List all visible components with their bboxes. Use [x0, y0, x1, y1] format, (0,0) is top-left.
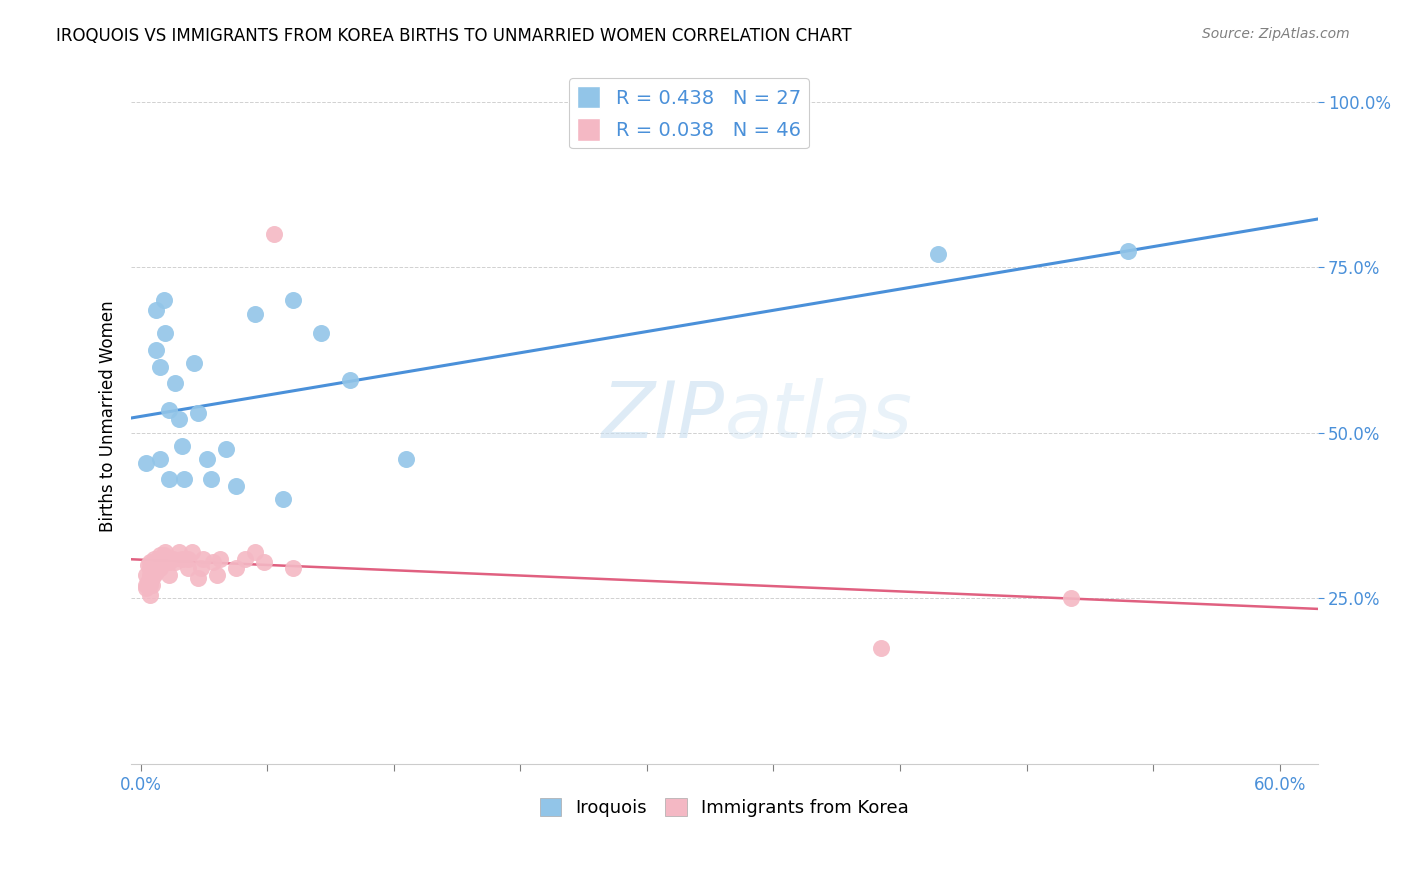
Legend: Iroquois, Immigrants from Korea: Iroquois, Immigrants from Korea: [533, 790, 917, 824]
Point: [143, 558, 166, 573]
Point: [243, 306, 266, 320]
Point: [281, 561, 304, 575]
Point: [870, 640, 893, 655]
Point: [135, 456, 157, 470]
Point: [152, 293, 174, 308]
Point: [149, 548, 172, 562]
Point: [177, 551, 200, 566]
Text: Source: ZipAtlas.com: Source: ZipAtlas.com: [1202, 27, 1350, 41]
Point: [200, 472, 222, 486]
Point: [139, 578, 162, 592]
Point: [135, 578, 157, 592]
Point: [177, 561, 200, 575]
Point: [141, 578, 163, 592]
Point: [172, 439, 194, 453]
Point: [136, 578, 159, 592]
Point: [157, 555, 180, 569]
Point: [149, 359, 172, 374]
Point: [215, 442, 238, 457]
Point: [143, 568, 166, 582]
Point: [205, 568, 228, 582]
Point: [136, 574, 159, 589]
Point: [172, 551, 194, 566]
Point: [157, 568, 180, 582]
Point: [145, 555, 167, 569]
Text: ZIP: ZIP: [602, 378, 724, 454]
Point: [145, 565, 167, 579]
Point: [395, 452, 418, 467]
Text: atlas: atlas: [724, 378, 912, 454]
Point: [190, 561, 212, 575]
Point: [135, 568, 157, 582]
Point: [157, 402, 180, 417]
Point: [309, 326, 332, 341]
Point: [243, 545, 266, 559]
Text: IROQUOIS VS IMMIGRANTS FROM KOREA BIRTHS TO UNMARRIED WOMEN CORRELATION CHART: IROQUOIS VS IMMIGRANTS FROM KOREA BIRTHS…: [56, 27, 852, 45]
Point: [183, 356, 205, 370]
Point: [209, 551, 232, 566]
Point: [225, 561, 247, 575]
Point: [149, 561, 172, 575]
Point: [271, 491, 294, 506]
Point: [152, 548, 174, 562]
Point: [1116, 244, 1139, 258]
Point: [163, 555, 186, 569]
Point: [187, 406, 209, 420]
Point: [195, 452, 218, 467]
Point: [146, 551, 169, 566]
Point: [1060, 591, 1083, 606]
Point: [193, 551, 215, 566]
Point: [167, 545, 190, 559]
Point: [281, 293, 304, 308]
Y-axis label: Births to Unmarried Women: Births to Unmarried Women: [100, 301, 117, 532]
Point: [339, 373, 361, 387]
Point: [136, 558, 159, 573]
Point: [145, 303, 167, 318]
Point: [143, 551, 166, 566]
Point: [155, 326, 177, 341]
Point: [167, 412, 190, 426]
Point: [145, 343, 167, 357]
Point: [263, 227, 285, 241]
Point: [187, 571, 209, 585]
Point: [139, 561, 162, 575]
Point: [141, 571, 163, 585]
Point: [163, 376, 186, 390]
Point: [157, 472, 180, 486]
Point: [139, 588, 162, 602]
Point: [135, 582, 157, 596]
Point: [201, 555, 224, 569]
Point: [139, 555, 162, 569]
Point: [139, 568, 162, 582]
Point: [149, 452, 172, 467]
Point: [927, 247, 949, 261]
Point: [233, 551, 256, 566]
Point: [162, 551, 184, 566]
Point: [225, 479, 247, 493]
Point: [253, 555, 276, 569]
Point: [181, 545, 204, 559]
Point: [155, 545, 177, 559]
Point: [173, 472, 195, 486]
